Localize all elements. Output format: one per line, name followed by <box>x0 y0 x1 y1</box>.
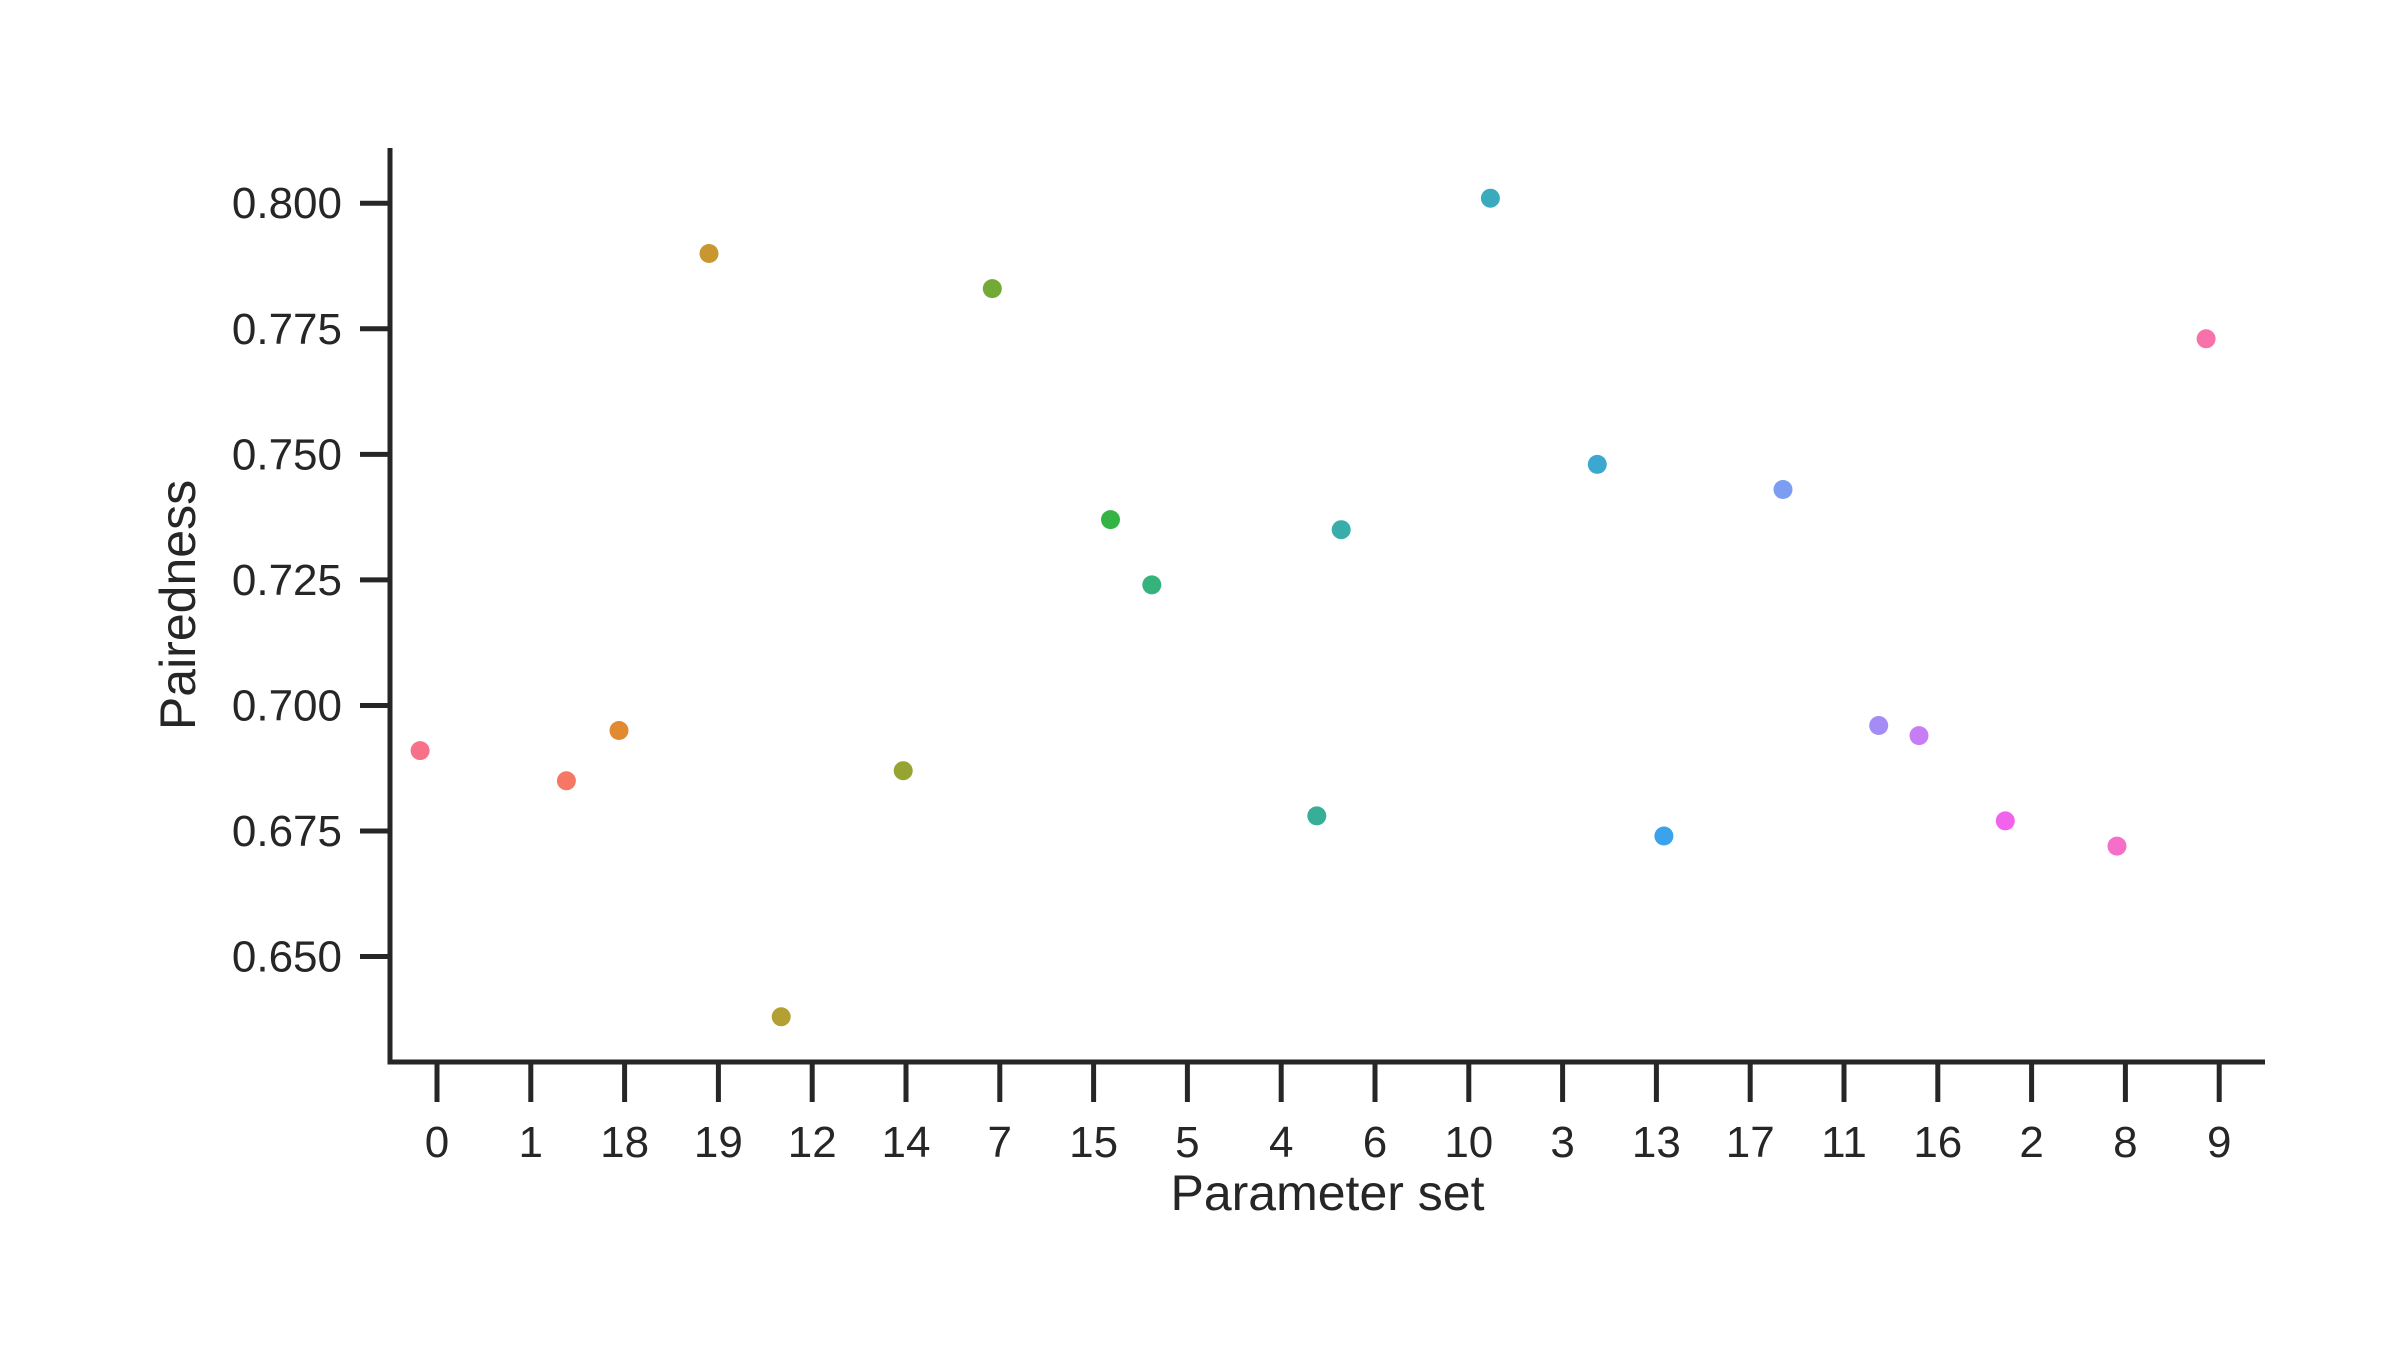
data-point <box>1869 716 1889 735</box>
y-tick-label: 0.750 <box>232 430 342 479</box>
x-axis-title: Parameter set <box>1170 1165 1484 1221</box>
x-tick-label: 10 <box>1444 1118 1493 1167</box>
x-axis-ticks: 0 1 18 19 12 14 7 15 5 4 6 10 3 13 17 11 16 2 8 9 <box>425 1062 2231 1167</box>
x-tick-label: 1 <box>519 1118 543 1167</box>
x-tick-label: 4 <box>1269 1118 1293 1167</box>
x-tick-label: 17 <box>1726 1118 1775 1167</box>
x-tick-label: 16 <box>1913 1118 1962 1167</box>
data-point <box>556 771 576 791</box>
x-tick-label: 7 <box>988 1118 1012 1167</box>
data-point <box>1587 454 1607 474</box>
x-tick-label: 15 <box>1069 1118 1118 1167</box>
y-tick-label: 0.775 <box>232 305 342 354</box>
data-point <box>1480 188 1500 208</box>
data-point <box>1773 480 1793 499</box>
data-point <box>410 741 430 761</box>
y-tick-label: 0.675 <box>232 807 342 856</box>
data-point <box>1995 811 2015 831</box>
y-tick-label: 0.800 <box>232 179 342 228</box>
data-point <box>1307 806 1327 826</box>
data-point <box>1654 826 1674 846</box>
x-tick-label: 12 <box>788 1118 837 1167</box>
y-axis-ticks: 0.650 0.675 0.700 0.725 0.750 0.775 0.800 <box>232 179 390 982</box>
data-point <box>2196 329 2216 349</box>
data-point <box>1101 510 1120 530</box>
data-point <box>2107 836 2127 856</box>
x-tick-label: 3 <box>1550 1118 1574 1167</box>
y-tick-label: 0.700 <box>232 681 342 730</box>
y-tick-label: 0.725 <box>232 556 342 605</box>
y-axis-title: Pairedness <box>150 480 206 730</box>
data-point <box>1909 726 1929 746</box>
x-tick-label: 13 <box>1632 1118 1681 1167</box>
y-tick-label: 0.650 <box>232 933 342 982</box>
data-point <box>699 244 719 263</box>
x-tick-label: 11 <box>1821 1118 1867 1167</box>
x-tick-label: 2 <box>2019 1118 2043 1167</box>
data-point <box>771 1007 791 1027</box>
x-tick-label: 5 <box>1175 1118 1199 1167</box>
data-point <box>1331 520 1351 540</box>
data-point <box>1142 575 1162 595</box>
x-tick-label: 14 <box>882 1118 931 1167</box>
data-point <box>893 761 913 781</box>
x-tick-label: 9 <box>2207 1118 2231 1167</box>
axes-frame <box>387 148 2265 1065</box>
data-point <box>982 279 1002 299</box>
data-points <box>410 188 2216 1027</box>
x-tick-label: 19 <box>694 1118 743 1167</box>
data-point <box>609 721 629 740</box>
x-tick-label: 0 <box>425 1118 449 1167</box>
x-tick-label: 8 <box>2113 1118 2137 1167</box>
x-tick-label: 6 <box>1363 1118 1387 1167</box>
x-tick-label: 18 <box>600 1118 649 1167</box>
